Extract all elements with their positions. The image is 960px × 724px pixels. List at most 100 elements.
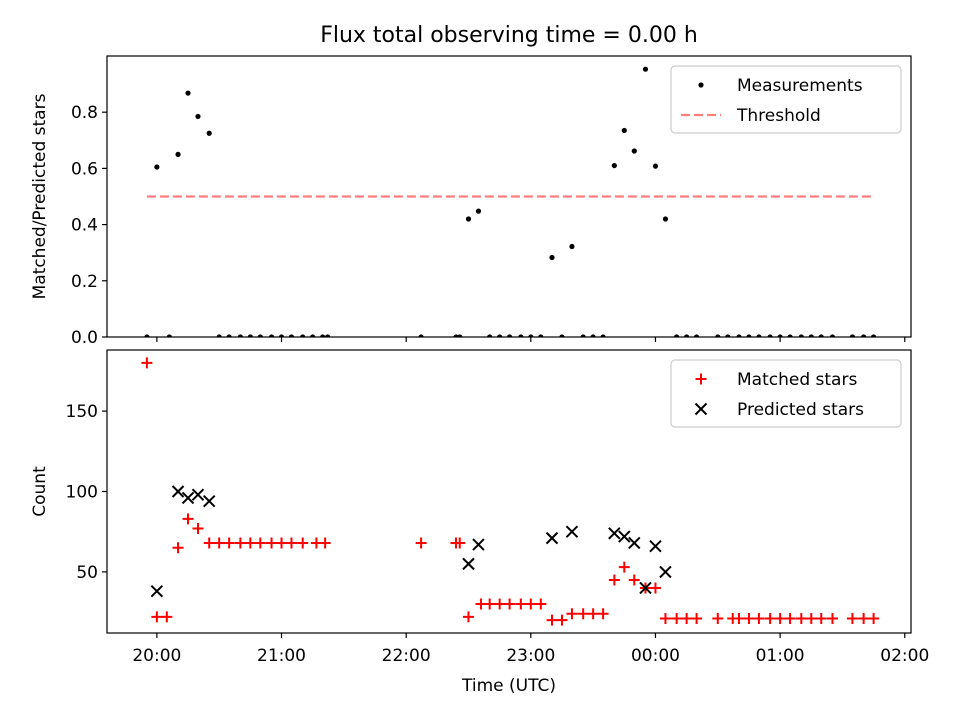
matched-stars-point (733, 613, 745, 625)
matched-stars-point (795, 613, 807, 625)
measurements-point (590, 334, 596, 337)
matched-stars-point (454, 537, 466, 549)
matched-stars-point (276, 537, 288, 549)
measurements-point (237, 334, 243, 337)
figure-title: Flux total observing time = 0.00 h (320, 23, 698, 48)
measurements-point (195, 113, 201, 120)
matched-stars-point (774, 613, 786, 625)
predicted-stars-point (545, 531, 559, 545)
measurements-point (465, 216, 472, 222)
bottom-ytick-label: 50 (76, 563, 98, 583)
matched-stars-point (535, 598, 547, 610)
bottom-xtick-label: 23:00 (506, 646, 555, 666)
matched-stars-point (415, 537, 427, 549)
measurements-point (652, 163, 659, 169)
matched-stars-point (784, 613, 796, 625)
matched-stars-point (597, 608, 609, 620)
top-ytick-label: 0.2 (71, 272, 98, 292)
measurements-point (497, 334, 503, 337)
measurements-point (611, 162, 617, 169)
matched-stars-point (172, 542, 184, 554)
bottom-ytick-label: 100 (66, 483, 98, 503)
matched-stars-point (546, 614, 558, 626)
matched-stars-point (223, 537, 235, 549)
predicted-stars-point (150, 584, 164, 598)
measurements-point (325, 334, 331, 337)
matched-stars-point (297, 537, 309, 549)
bottom-ytick-label: 150 (66, 402, 98, 422)
matched-stars-point (525, 598, 537, 610)
matched-stars-point (504, 598, 516, 610)
measurements-point (538, 334, 544, 337)
measurements-point (736, 334, 742, 337)
measurements-point (320, 334, 326, 337)
legend-box (670, 359, 902, 428)
matched-stars-point (826, 613, 838, 625)
measurements-series (144, 66, 877, 337)
matched-stars-point (462, 611, 474, 623)
matched-stars-point (566, 608, 578, 620)
matched-stars-point (213, 537, 225, 549)
matched-stars-point (805, 613, 817, 625)
matched-stars-point (628, 574, 640, 586)
top-ytick-label: 0.4 (71, 216, 98, 236)
measurements-point (310, 334, 316, 337)
measurements-point (621, 127, 627, 134)
top-ytick-label: 0.0 (71, 328, 98, 348)
measurements-point (631, 148, 637, 154)
bottom-xtick-label: 21:00 (257, 646, 306, 666)
matched-stars-point (234, 537, 246, 549)
measurements-point (475, 208, 482, 214)
bottom-xlabel: Time (UTC) (461, 676, 556, 696)
matched-stars-point (618, 561, 630, 573)
matched-stars-point (151, 611, 163, 623)
measurements-point (756, 334, 762, 337)
legend-label: Measurements (737, 76, 863, 96)
bottom-panel: 50 100 150 20:00 21:00 22:00 23:00 00:00 01:00 02… (30, 349, 929, 696)
legend-label: Threshold (736, 106, 821, 126)
top-plot-area (144, 66, 877, 337)
matched-stars-point (858, 613, 870, 625)
matched-stars-point (815, 613, 827, 625)
matched-stars-point (254, 537, 266, 549)
measurements-point (787, 334, 793, 337)
matched-stars-point (285, 537, 297, 549)
matched-stars-point (266, 537, 278, 549)
legend-handle-point (698, 82, 704, 88)
matched-stars-point (753, 613, 765, 625)
measurements-point (518, 334, 524, 337)
matched-stars-point (141, 357, 153, 369)
predicted-stars-point (203, 494, 216, 508)
measurements-point (580, 334, 586, 337)
measurements-point (808, 334, 814, 337)
predicted-stars-point (639, 581, 652, 595)
matched-stars-point (192, 522, 204, 534)
bottom-xtick-label: 22:00 (382, 646, 431, 666)
bottom-legend: Matched stars Predicted stars (670, 359, 902, 428)
matched-stars-point (182, 513, 194, 525)
matched-stars-point (649, 582, 661, 594)
predicted-stars-point (191, 488, 205, 501)
matched-stars-point (319, 537, 331, 549)
predicted-stars-series (150, 485, 672, 598)
measurements-point (457, 334, 463, 337)
measurements-point (300, 334, 306, 337)
measurements-point (206, 130, 212, 136)
matched-stars-series (141, 357, 880, 626)
top-axes-frame (106, 55, 912, 338)
matched-stars-point (244, 537, 256, 549)
bottom-xtick-label: 00:00 (631, 646, 680, 666)
measurements-point (226, 334, 232, 337)
matched-stars-point (764, 613, 776, 625)
bottom-xtick-label: 20:00 (132, 646, 181, 666)
measurements-point (166, 334, 172, 337)
legend-label: Matched stars (737, 370, 857, 390)
measurements-point (154, 164, 160, 170)
measurements-point (418, 334, 424, 337)
predicted-stars-point (181, 491, 195, 505)
measurements-point (725, 334, 731, 337)
matched-stars-point (515, 598, 527, 610)
measurements-point (528, 334, 534, 337)
bottom-xtick-label: 02:00 (880, 646, 929, 666)
measurements-point (278, 334, 285, 337)
